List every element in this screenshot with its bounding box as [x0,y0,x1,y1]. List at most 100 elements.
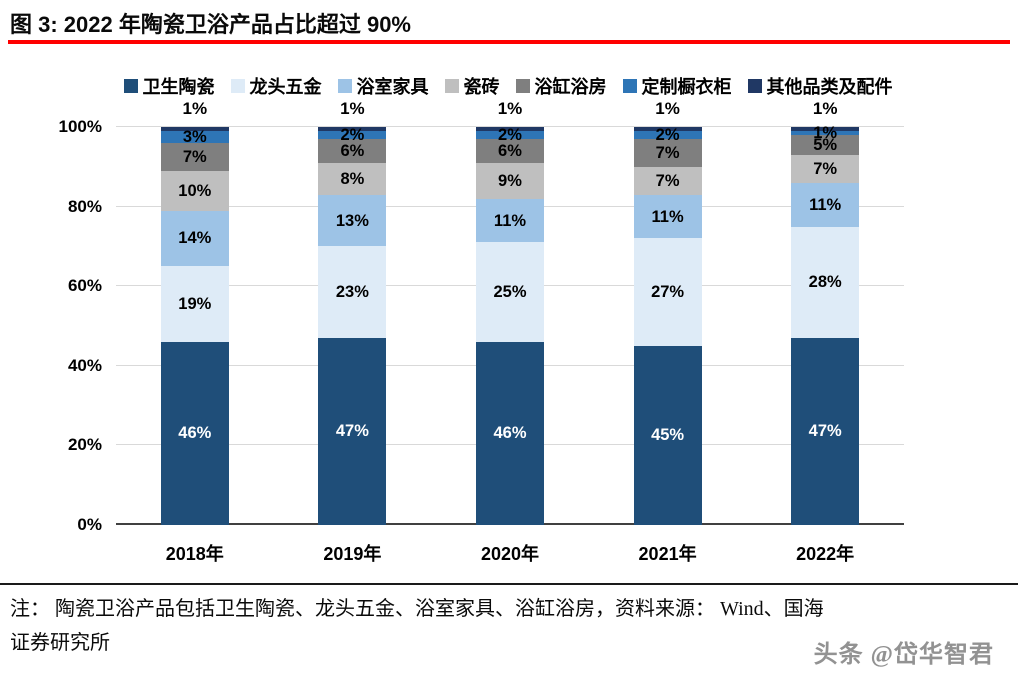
stacked-bar: 47% 28% 11% 7% 5% 1% [791,124,860,525]
legend-label: 其他品类及配件 [766,77,893,97]
legend-label: 定制橱衣柜 [641,77,732,97]
legend-label: 瓷砖 [463,77,500,97]
plot-area: 1% 46% 19% 14% 10% 7% 3% 1% 47% 23% 13% 8% 6% 2% 1% 46%… [116,100,904,525]
legend-swatch [622,79,637,93]
segment-label: 11% [493,211,527,230]
note-divider [0,583,1018,585]
above-bar-label: 1% [340,99,365,118]
legend-swatch [337,79,352,93]
segment-label: 8% [340,169,365,188]
segment-label: 13% [335,211,369,230]
segment-label: 10% [178,181,212,200]
y-tick-label: 100% [58,117,102,136]
segment-label: 46% [493,424,527,443]
segment-浴缸浴房: 6% [475,138,544,163]
y-tick-label: 20% [67,435,102,455]
legend-item-2: 龙头五金 [230,73,322,99]
segment-label: 14% [178,229,212,248]
segment-label: 45% [651,426,685,445]
segment-浴缸浴房: 6% [318,138,387,163]
segment-卫生陶瓷: 46% [160,341,229,525]
segment-label: 6% [340,141,365,160]
segment-label: 27% [651,283,685,302]
segment-浴室家具: 13% [318,194,387,247]
segment-label: 7% [813,159,838,178]
legend-swatch [444,79,459,93]
segment-label: 6% [498,141,522,160]
segment-label: 2% [655,126,680,144]
legend-swatch [123,79,138,93]
segment-浴缸浴房: 7% [160,142,229,171]
segment-龙头五金: 25% [475,242,544,342]
segment-label: 47% [808,422,842,441]
stacked-bar: 45% 27% 11% 7% 7% 2% [633,126,702,525]
y-tick-label: 40% [67,355,102,375]
x-tick-label: 2021年 [638,544,697,564]
segment-其他品类及配件 [160,127,229,131]
segment-label: 5% [813,135,838,154]
segment-label: 7% [655,143,680,162]
segment-label: 3% [182,127,207,146]
stacked-bar: 46% 25% 11% 9% 6% 2% [475,126,544,525]
stacked-bar: 47% 23% 13% 8% 6% 2% [318,126,387,525]
segment-label: 2% [498,126,522,144]
above-bar-label: 1% [812,99,838,118]
segment-浴室家具: 11% [633,194,702,239]
legend-swatch [747,79,762,93]
y-tick-label: 0% [77,515,102,534]
segment-label: 7% [182,147,207,166]
legend-item-4: 瓷砖 [444,73,500,99]
segment-label: 19% [178,295,212,314]
segment-浴室家具: 11% [791,182,860,227]
segment-龙头五金: 23% [318,246,387,338]
segment-label: 2% [340,126,365,145]
title-accent-rule [8,40,1010,44]
segment-定制橱衣柜: 2% [475,126,544,144]
note-line-2: 证券研究所 [10,632,110,654]
x-tick-label: 2018年 [165,544,224,564]
segment-其他品类及配件 [633,127,702,132]
bar-column-2020年: 1% 46% 25% 11% 9% 6% 2% [475,100,544,525]
segment-浴缸浴房: 5% [791,135,860,155]
legend: 卫生陶瓷 龙头五金 浴室家具 瓷砖 浴缸浴房 定制橱衣柜 其他品类及配件 [55,73,961,99]
y-axis: 0% 20% 40% 60% 80% 100% [48,117,108,534]
legend-item-3: 浴室家具 [337,73,429,99]
segment-龙头五金: 28% [791,226,860,338]
segment-其他品类及配件 [318,127,387,132]
segment-label: 23% [335,283,369,302]
segment-定制橱衣柜: 1% [791,124,860,142]
segment-卫生陶瓷: 47% [318,337,387,525]
segment-label: 9% [498,171,522,190]
legend-item-1: 卫生陶瓷 [123,73,215,99]
gridline [116,126,904,127]
legend-label: 浴室家具 [356,77,429,97]
segment-label: 46% [178,424,212,443]
x-axis: 2018年 2019年 2020年 2021年 2022年 [116,540,904,566]
segment-卫生陶瓷: 46% [475,341,544,525]
segment-瓷砖: 7% [791,154,860,183]
segment-label: 25% [493,283,527,302]
legend-item-5: 浴缸浴房 [515,73,607,99]
segment-定制橱衣柜: 2% [318,126,387,144]
watermark: 头条 @岱华智君 [813,642,994,668]
bar-column-2018年: 1% 46% 19% 14% 10% 7% 3% [160,100,229,525]
segment-定制橱衣柜: 3% [160,127,229,146]
segment-瓷砖: 9% [475,162,544,199]
legend-label: 龙头五金 [249,77,322,97]
segment-浴室家具: 11% [475,198,544,243]
legend-item-6: 定制橱衣柜 [622,73,732,99]
legend-item-7: 其他品类及配件 [747,73,893,99]
segment-其他品类及配件 [475,127,544,132]
segment-label: 1% [813,124,838,143]
note-line-1: 注： 陶瓷卫浴产品包括卫生陶瓷、龙头五金、浴室家具、浴缸浴房，资料来源： Win… [10,598,824,620]
y-tick-label: 80% [67,196,102,216]
note-text: 注： 陶瓷卫浴产品包括卫生陶瓷、龙头五金、浴室家具、浴缸浴房，资料来源： Win… [10,592,1010,660]
segment-浴室家具: 14% [160,210,229,267]
bar-column-2021年: 1% 45% 27% 11% 7% 7% 2% [633,100,702,525]
segment-label: 11% [809,195,842,214]
segment-label: 7% [655,171,680,190]
segment-龙头五金: 19% [160,266,229,342]
segment-卫生陶瓷: 45% [633,345,702,525]
above-bar-label: 1% [655,99,680,118]
segment-定制橱衣柜: 2% [633,126,702,144]
